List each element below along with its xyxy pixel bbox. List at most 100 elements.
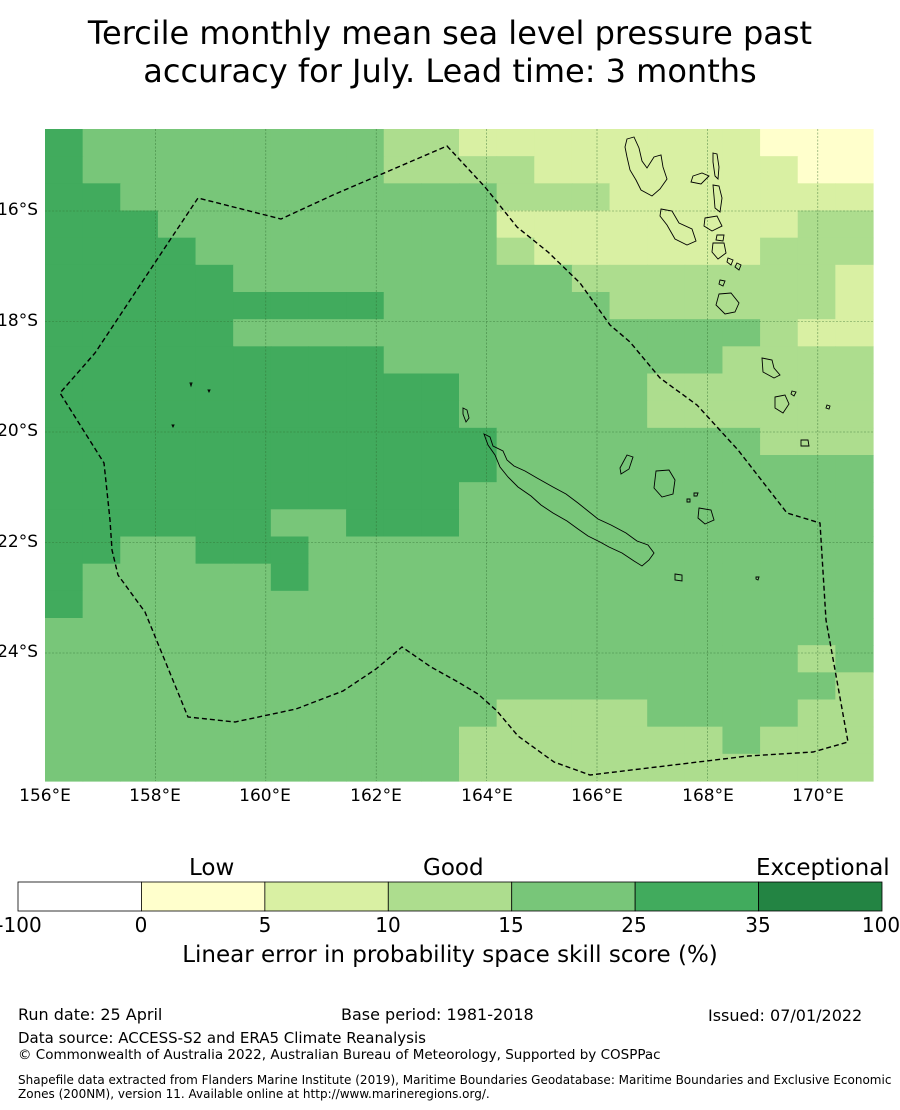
skill-cell [383, 292, 422, 320]
skill-cell [459, 563, 498, 592]
colorbar-segment [634, 881, 759, 912]
skill-cell [308, 590, 347, 619]
skill-cell [421, 618, 460, 646]
skill-cell [270, 156, 310, 184]
skill-cell [835, 400, 874, 429]
skill-cell [571, 427, 611, 456]
skill-cell [233, 618, 272, 646]
skill-cell [421, 183, 460, 212]
skill-cell [195, 210, 234, 239]
skill-cell [346, 292, 385, 320]
skill-cell [421, 455, 460, 483]
skill-cell [722, 455, 761, 483]
skill-cell [684, 672, 724, 701]
skill-cell [270, 373, 310, 402]
skill-cell [383, 672, 422, 701]
skill-cell [609, 563, 648, 592]
skill-cell [496, 726, 535, 755]
skill-cell [496, 753, 535, 782]
epi-coastline [715, 234, 725, 242]
skill-cell [120, 400, 159, 429]
skill-cell [308, 183, 347, 212]
skill-cell [609, 129, 648, 157]
skill-cell [82, 427, 121, 456]
skill-cell [760, 455, 799, 483]
skill-cell [459, 346, 498, 375]
skill-cell [195, 237, 234, 266]
skill-cell [835, 319, 874, 347]
category-label-good: Good [423, 855, 484, 881]
skill-cell [722, 563, 761, 592]
new-caledonia-coastline [483, 433, 655, 567]
colorbar-axis-label: Linear error in probability space skill … [182, 942, 718, 968]
skill-cell [609, 237, 648, 266]
skill-cell [383, 455, 422, 483]
skill-cell [233, 400, 272, 429]
skill-cell [421, 645, 460, 673]
skill-cell [722, 237, 761, 266]
skill-cell [647, 726, 686, 755]
skill-cell [760, 509, 799, 538]
skill-cell [195, 699, 234, 728]
skill-cell [233, 156, 272, 184]
skill-cell [346, 183, 385, 212]
skill-cell [346, 400, 385, 429]
skill-cell [120, 183, 159, 212]
skill-cell [120, 482, 159, 510]
skill-cell [722, 183, 761, 212]
efate-coastline [711, 242, 727, 260]
skill-cell [383, 400, 422, 429]
skill-cell [797, 536, 836, 565]
skill-cell [383, 427, 422, 456]
skill-cell [684, 237, 724, 266]
skill-cell [346, 373, 385, 402]
skill-cell [797, 618, 836, 646]
skill-cell [120, 264, 159, 293]
skill-cell [835, 183, 874, 212]
skill-cell [308, 563, 347, 592]
skill-cell [835, 482, 874, 510]
skill-cell [797, 590, 836, 619]
skill-cell [797, 210, 836, 239]
skill-cell [609, 400, 648, 429]
skill-cell [82, 672, 121, 701]
colorbar-tick: 5 [258, 913, 272, 937]
chart-title: Tercile monthly mean sea level pressure … [0, 14, 900, 90]
skill-cell [647, 455, 686, 483]
skill-cell [722, 292, 761, 320]
skill-cell [496, 672, 535, 701]
skill-cell [120, 237, 159, 266]
skill-cell [835, 346, 874, 375]
skill-cell [195, 563, 234, 592]
skill-cell [195, 319, 234, 347]
skill-cell [496, 455, 535, 483]
skill-cell [195, 645, 234, 673]
skill-cell [120, 509, 159, 538]
skill-cell [534, 536, 573, 565]
skill-cell [571, 482, 611, 510]
skill-cell [157, 346, 197, 375]
lat-label: 20°S [0, 421, 38, 441]
skill-cell [534, 427, 573, 456]
skill-cell [722, 346, 761, 375]
skill-cell [45, 129, 84, 157]
skill-cell [684, 482, 724, 510]
skill-cell [797, 373, 836, 402]
skill-cell [270, 237, 310, 266]
skill-cell [270, 292, 310, 320]
skill-cell [421, 210, 460, 239]
skill-cell [609, 590, 648, 619]
skill-cell [45, 455, 84, 483]
skill-cell [346, 482, 385, 510]
skill-cell [308, 482, 347, 510]
skill-cell [157, 427, 197, 456]
skill-cell [534, 672, 573, 701]
skill-cell [346, 753, 385, 782]
skill-cell [797, 264, 836, 293]
skill-cell [195, 482, 234, 510]
skill-cell [534, 292, 573, 320]
skill-cell [760, 346, 799, 375]
malekula-coastline [659, 208, 697, 246]
run-date: Run date: 25 April [18, 1005, 163, 1024]
skill-cell [421, 563, 460, 592]
